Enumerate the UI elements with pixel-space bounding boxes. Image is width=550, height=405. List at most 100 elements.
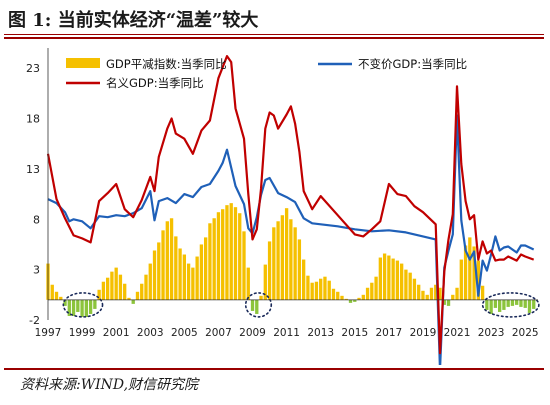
- deflator-bar: [289, 219, 293, 300]
- deflator-bar: [476, 260, 481, 300]
- deflator-bar: [319, 278, 323, 300]
- deflator-bar: [387, 255, 391, 300]
- x-tick-label: 2017: [376, 327, 403, 339]
- deflator-bar: [451, 294, 455, 300]
- deflator-bar: [438, 287, 442, 300]
- deflator-bar: [480, 285, 485, 300]
- deflator-bar: [370, 282, 374, 300]
- deflator-bar: [361, 294, 365, 300]
- footer-rule: [4, 368, 544, 370]
- deflator-bar: [114, 267, 118, 300]
- deflator-bar: [523, 299, 527, 308]
- deflator-bar: [353, 299, 357, 302]
- x-tick-label: 2015: [341, 327, 368, 339]
- deflator-bar: [174, 236, 178, 300]
- deflator-bar: [323, 276, 327, 300]
- deflator-bar: [54, 291, 59, 300]
- deflator-bar: [76, 299, 80, 312]
- deflator-bar: [229, 203, 233, 300]
- deflator-bar: [336, 291, 340, 300]
- deflator-bar: [118, 274, 123, 300]
- deflator-bar: [293, 227, 297, 300]
- deflator-bar: [267, 241, 272, 300]
- deflator-bar: [434, 284, 438, 300]
- title-rule: [4, 34, 544, 35]
- deflator-bar: [442, 299, 446, 305]
- chart: -2 3 8 13 18 23 1997 1999 2001 2003 2005 2007 2009 20…: [26, 48, 540, 365]
- deflator-bar: [472, 246, 476, 300]
- deflator-bar: [297, 239, 302, 300]
- deflator-bar: [502, 299, 506, 310]
- deflator-bar: [327, 280, 331, 300]
- legend-label: GDP平减指数:当季同比: [106, 57, 227, 71]
- deflator-bar: [186, 263, 191, 300]
- deflator-bar: [88, 299, 93, 314]
- annotations: [62, 292, 540, 318]
- deflator-bar: [238, 213, 242, 300]
- title-rule-thick: [4, 37, 544, 39]
- deflator-bar: [532, 299, 536, 309]
- x-tick-label: 2001: [103, 327, 130, 339]
- deflator-bar: [404, 269, 408, 300]
- deflator-bar: [161, 230, 165, 300]
- y-tick-label: 23: [26, 62, 40, 75]
- deflator-bar: [497, 299, 502, 312]
- deflator-bar: [195, 256, 199, 300]
- axes: -2 3 8 13 18 23 1997 1999 2001 2003 2005 2007 2009 20…: [26, 48, 539, 339]
- legend-label: 不变价GDP:当季同比: [358, 57, 467, 71]
- deflator-bar: [489, 299, 493, 314]
- deflator-bar: [97, 289, 101, 300]
- deflator-bar: [446, 299, 451, 306]
- deflator-bar: [284, 208, 289, 300]
- x-tick-label: 2005: [171, 327, 198, 339]
- deflator-bar: [216, 212, 221, 300]
- deflator-bar: [101, 281, 106, 300]
- deflator-bar: [344, 298, 348, 300]
- deflator-bar: [50, 284, 54, 300]
- deflator-bar: [242, 231, 246, 300]
- deflator-bar: [63, 299, 67, 306]
- deflator-bar: [340, 295, 344, 300]
- deflator-bar: [182, 254, 187, 300]
- y-tick-label: 18: [26, 113, 40, 126]
- deflator-bar: [246, 267, 250, 300]
- deflator-bar: [455, 287, 459, 300]
- deflator-bar: [208, 223, 212, 300]
- deflator-bar: [493, 299, 498, 308]
- figure-title: 图 1: 当前实体经济“温差”较大: [8, 10, 259, 31]
- y-tick-label: 8: [33, 213, 40, 226]
- deflator-bar: [395, 260, 400, 300]
- x-tick-label: 2013: [307, 327, 334, 339]
- deflator-bar: [233, 207, 238, 300]
- y-tick-label: 3: [33, 264, 40, 277]
- highlight-ellipse: [481, 292, 540, 318]
- deflator-bar: [280, 215, 285, 300]
- deflator-bar: [157, 242, 161, 300]
- deflator-bar: [59, 296, 63, 300]
- deflator-bar: [199, 244, 204, 300]
- deflator-bar: [165, 221, 169, 300]
- x-tick-label: 2011: [273, 327, 300, 339]
- deflator-bar: [468, 237, 472, 300]
- deflator-bar: [421, 290, 425, 300]
- deflator-bar: [314, 281, 319, 300]
- line-series: [46, 55, 535, 365]
- deflator-bar: [425, 294, 429, 300]
- x-tick-label: 2021: [444, 327, 471, 339]
- deflator-bar: [310, 282, 314, 300]
- deflator-bar: [259, 295, 263, 300]
- x-tick-label: 1997: [35, 327, 62, 339]
- deflator-bar: [212, 218, 216, 300]
- deflator-bar: [110, 271, 114, 300]
- deflator-bar: [191, 267, 195, 300]
- x-tick-label: 2019: [410, 327, 437, 339]
- x-tick-label: 2009: [239, 327, 266, 339]
- y-tick-label: 13: [26, 163, 40, 176]
- deflator-bar: [382, 253, 387, 300]
- deflator-bar: [374, 276, 378, 300]
- deflator-bar: [225, 205, 229, 300]
- deflator-bar: [221, 209, 225, 300]
- deflator-bar: [348, 299, 353, 303]
- deflator-bar: [144, 274, 148, 300]
